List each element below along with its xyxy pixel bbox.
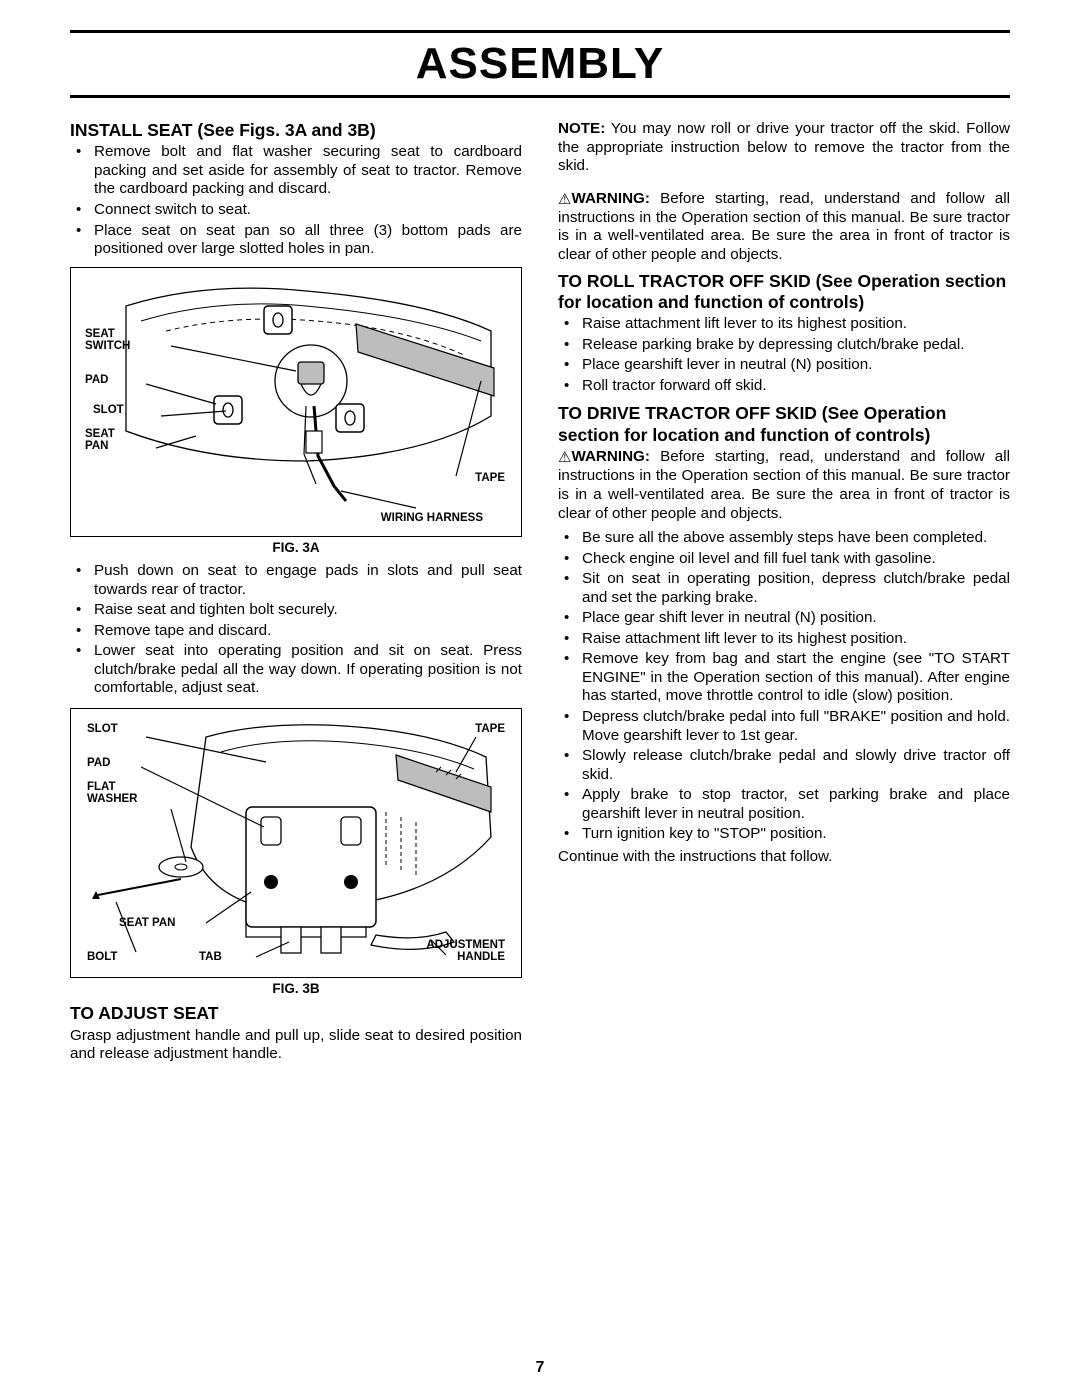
top-rule	[70, 30, 1010, 33]
label-seat-switch: SEAT SWITCH	[85, 328, 130, 352]
list-item: Check engine oil level and fill fuel tan…	[582, 550, 1010, 569]
label-slot: SLOT	[93, 404, 124, 416]
bullets-install-2: Push down on seat to engage pads in slot…	[70, 562, 522, 698]
label-flat-washer: FLAT WASHER	[87, 781, 137, 805]
list-item: Push down on seat to engage pads in slot…	[94, 562, 522, 599]
label-tape: TAPE	[475, 472, 505, 484]
list-item: Lower seat into operating position and s…	[94, 642, 522, 698]
label-seat-pan: SEAT PAN	[85, 428, 115, 452]
adjust-seat-para: Grasp adjustment handle and pull up, sli…	[70, 1027, 522, 1064]
list-item: Slowly release clutch/brake pedal and sl…	[582, 747, 1010, 784]
list-item: Turn ignition key to "STOP" position.	[582, 825, 1010, 844]
label-adjustment-handle: ADJUSTMENT HANDLE	[426, 939, 505, 963]
label-tape-b: TAPE	[475, 723, 505, 735]
warning-2: ⚠WARNING: Before starting, read, underst…	[558, 448, 1010, 523]
list-item: Connect switch to seat.	[94, 201, 522, 220]
bullets-install-1: Remove bolt and flat washer securing sea…	[70, 143, 522, 258]
label-slot-b: SLOT	[87, 723, 118, 735]
label-pad-b: PAD	[87, 757, 110, 769]
list-item: Release parking brake by depressing clut…	[582, 336, 1010, 355]
list-item: Remove tape and discard.	[94, 622, 522, 641]
note-text: You may now roll or drive your tractor o…	[558, 120, 1010, 174]
heading-install-seat: INSTALL SEAT (See Figs. 3A and 3B)	[70, 120, 522, 141]
list-item: Be sure all the above assembly steps hav…	[582, 529, 1010, 548]
figure-3b-caption: FIG. 3B	[70, 981, 522, 997]
figure-3a-caption: FIG. 3A	[70, 540, 522, 556]
figure-3b-svg	[79, 717, 513, 969]
heading-drive-off: TO DRIVE TRACTOR OFF SKID (See Operation…	[558, 403, 1010, 446]
heading-roll-off: TO ROLL TRACTOR OFF SKID (See Operation …	[558, 271, 1010, 314]
list-item: Roll tractor forward off skid.	[582, 377, 1010, 396]
figure-3a: SEAT SWITCH PAD SLOT SEAT PAN TAPE WIRIN…	[79, 276, 513, 528]
list-item: Place seat on seat pan so all three (3) …	[94, 222, 522, 259]
page-title: ASSEMBLY	[70, 39, 1010, 89]
list-item: Place gear shift lever in neutral (N) po…	[582, 609, 1010, 628]
warning-label-1: WARNING:	[571, 190, 649, 207]
figure-3a-svg	[79, 276, 513, 528]
label-bolt: BOLT	[87, 951, 117, 963]
figure-3b: SLOT PAD FLAT WASHER SEAT PAN BOLT TAB T…	[79, 717, 513, 969]
label-seat-pan-b: SEAT PAN	[119, 917, 175, 929]
list-item: Raise attachment lift lever to its highe…	[582, 630, 1010, 649]
continue-para: Continue with the instructions that foll…	[558, 848, 1010, 867]
warning-icon: ⚠	[558, 449, 571, 467]
bullets-roll: Raise attachment lift lever to its highe…	[558, 315, 1010, 395]
figure-3a-box: SEAT SWITCH PAD SLOT SEAT PAN TAPE WIRIN…	[70, 267, 522, 537]
list-item: Raise seat and tighten bolt securely.	[94, 601, 522, 620]
figure-3b-box: SLOT PAD FLAT WASHER SEAT PAN BOLT TAB T…	[70, 708, 522, 978]
list-item: Depress clutch/brake pedal into full "BR…	[582, 708, 1010, 745]
title-rule	[70, 95, 1010, 98]
page-number: 7	[70, 1349, 1010, 1377]
warning-1: ⚠WARNING: Before starting, read, underst…	[558, 190, 1010, 265]
note-label: NOTE:	[558, 120, 605, 137]
list-item: Remove key from bag and start the engine…	[582, 650, 1010, 706]
warning-icon: ⚠	[558, 191, 571, 209]
list-item: Remove bolt and flat washer securing sea…	[94, 143, 522, 199]
note-para: NOTE: You may now roll or drive your tra…	[558, 120, 1010, 176]
label-tab: TAB	[199, 951, 222, 963]
list-item: Sit on seat in operating position, depre…	[582, 570, 1010, 607]
list-item: Apply brake to stop tractor, set parking…	[582, 786, 1010, 823]
bullets-drive: Be sure all the above assembly steps hav…	[558, 529, 1010, 844]
left-column: INSTALL SEAT (See Figs. 3A and 3B) Remov…	[70, 120, 522, 1349]
list-item: Raise attachment lift lever to its highe…	[582, 315, 1010, 334]
label-wiring-harness: WIRING HARNESS	[381, 512, 483, 524]
right-column: NOTE: You may now roll or drive your tra…	[558, 120, 1010, 1349]
warning-label-2: WARNING:	[571, 448, 649, 465]
list-item: Place gearshift lever in neutral (N) pos…	[582, 356, 1010, 375]
heading-adjust-seat: TO ADJUST SEAT	[70, 1003, 522, 1024]
content-columns: INSTALL SEAT (See Figs. 3A and 3B) Remov…	[70, 120, 1010, 1349]
label-pad: PAD	[85, 374, 108, 386]
